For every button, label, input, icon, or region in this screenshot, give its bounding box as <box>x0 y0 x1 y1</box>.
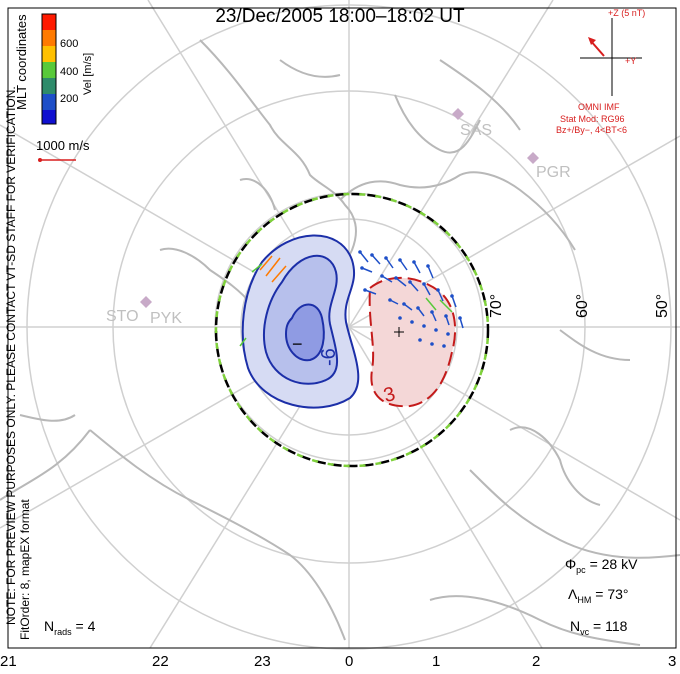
negative-convection-cell <box>241 234 360 409</box>
radar-count-value: = 4 <box>75 618 96 634</box>
mlt-label-0: 0 <box>345 653 354 670</box>
lat-label-60: 60° <box>574 293 591 318</box>
hm-latitude: ΛHM = 73° <box>568 586 629 605</box>
stat-model: Stat Mod: RG96 <box>560 114 625 124</box>
plot-frame <box>7 7 677 649</box>
heppner-maynard-boundary <box>214 192 490 468</box>
mlt-label-23: 23 <box>254 653 271 670</box>
reference-vector-label: 1000 m/s <box>36 138 90 153</box>
coastlines <box>0 39 680 646</box>
cross-polar-potential-value: = 28 kV <box>589 556 638 572</box>
vel-tick-400: 400 <box>60 66 79 78</box>
mlt-label-22: 22 <box>152 653 169 670</box>
station-sto: STO <box>106 308 139 325</box>
negative-contour-label: -6 <box>318 348 340 366</box>
hm-latitude-value: = 73° <box>595 586 629 602</box>
imf-conditions: Bz+/By−, 4<BT<6 <box>556 125 628 135</box>
mlt-label-2: 2 <box>532 653 541 670</box>
vel-tick-200: 200 <box>60 93 79 105</box>
cross-polar-potential: Φpc = 28 kV <box>565 556 638 575</box>
mlt-label-1: 1 <box>432 653 441 670</box>
lat-label-70: 70° <box>488 293 505 318</box>
vector-count-value: = 118 <box>593 618 628 634</box>
station-pgr: PGR <box>536 164 571 181</box>
negative-cell-sign: − <box>292 334 303 354</box>
station-markers <box>140 108 539 308</box>
imf-z-label: +Z (5 nT) <box>608 8 646 18</box>
velocity-color-bar <box>41 13 57 125</box>
station-sas: SAS <box>460 122 493 139</box>
vel-tick-600: 600 <box>60 38 79 50</box>
imf-y-label: +Y <box>625 56 637 66</box>
vector-count: Nvc = 118 <box>570 618 628 637</box>
imf-dial <box>580 18 642 96</box>
imf-source: OMNI IMF <box>578 102 620 112</box>
station-pyk: PYK <box>150 310 183 327</box>
positive-cell-sign: + <box>394 322 395 323</box>
positive-convection-cell <box>368 276 457 408</box>
lat-label-50: 50° <box>654 293 671 318</box>
velocity-vectors <box>239 250 464 348</box>
mlt-label-21: 21 <box>0 653 17 670</box>
fit-info: FitOrder: 8, mapEX format <box>18 499 32 640</box>
radar-count: Nrads = 4 <box>44 618 96 637</box>
mlt-label-3: 3 <box>668 653 677 670</box>
map-title: 23/Dec/2005 18:00–18:02 UT <box>215 6 465 27</box>
reference-vector <box>38 158 76 162</box>
vel-scale-label: Vel [m/s] <box>82 52 94 95</box>
preview-note: NOTE: FOR PREVIEW PURPOSES ONLY. PLEASE … <box>4 86 18 625</box>
